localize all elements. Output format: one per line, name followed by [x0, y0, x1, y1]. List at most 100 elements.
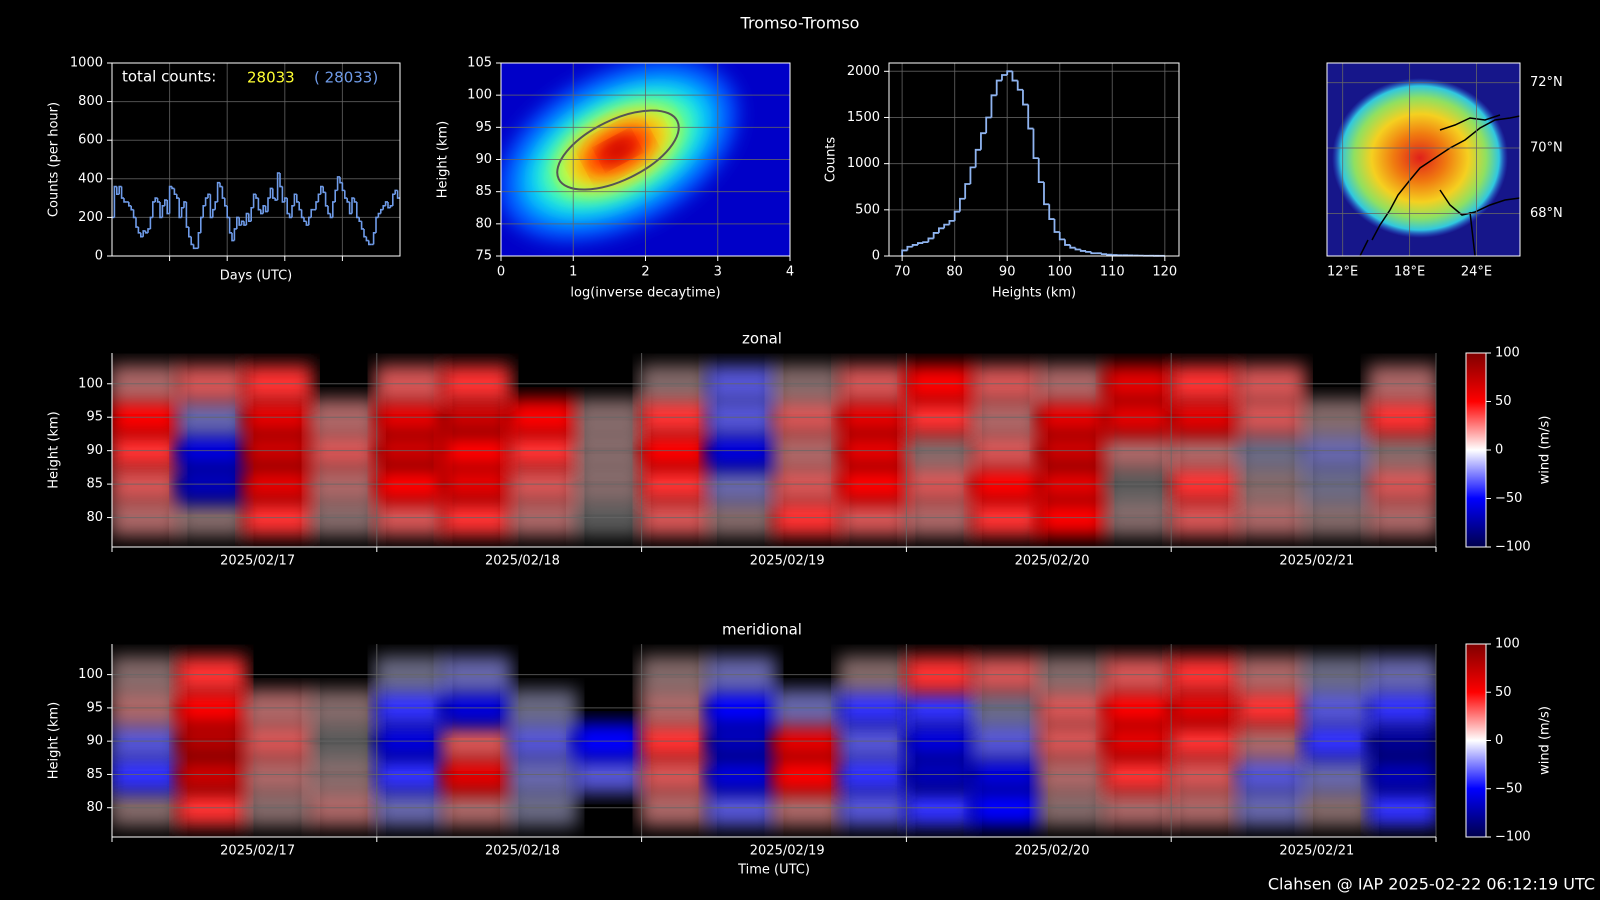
histogram-step	[906, 245, 913, 251]
count-step	[260, 209, 264, 215]
histogram-step	[980, 132, 987, 150]
total-paren: ( 28033)	[314, 69, 378, 87]
histogram-step	[1043, 182, 1050, 206]
y-axis-label: Counts	[824, 137, 839, 183]
count-step	[396, 190, 400, 199]
x-tick-label: 2025/02/19	[750, 554, 825, 569]
colorbar-tick-label: −100	[1495, 540, 1531, 555]
lon-label: 12°E	[1327, 265, 1358, 280]
count-step	[147, 228, 151, 233]
count-step	[262, 205, 266, 214]
y-tick-label: 0	[95, 249, 103, 264]
count-step	[341, 182, 345, 192]
histogram-step	[1001, 74, 1008, 81]
count-step	[365, 236, 369, 242]
count-step	[257, 198, 261, 211]
x-tick-label: 2025/02/20	[1015, 554, 1090, 569]
colorbar-tick-label: 50	[1495, 394, 1512, 409]
x-tick-label: 1	[569, 265, 577, 280]
count-step	[324, 192, 328, 207]
count-step	[137, 227, 141, 234]
histogram-step	[1069, 244, 1076, 249]
count-step	[356, 201, 360, 219]
x-tick-label: 80	[946, 265, 963, 280]
colorbar-label: wind (m/s)	[1538, 706, 1553, 775]
count-step	[219, 182, 223, 188]
lon-label: 24°E	[1461, 265, 1492, 280]
count-step	[272, 188, 276, 199]
count-step	[197, 232, 201, 249]
y-tick-label: 95	[475, 120, 492, 135]
y-tick-label: 400	[78, 171, 103, 186]
histogram-step	[1037, 158, 1044, 184]
colorbar-tick-label: −50	[1495, 781, 1522, 796]
x-tick-label: 2025/02/18	[485, 844, 560, 859]
x-tick-label: 2	[641, 265, 649, 280]
histogram-step	[1090, 251, 1097, 255]
histogram-step	[916, 242, 924, 245]
x-tick-label: 120	[1152, 265, 1177, 280]
count-step	[389, 205, 393, 208]
density-map	[501, 63, 790, 256]
panel-title: zonal	[742, 330, 782, 348]
axes-frame	[1326, 62, 1521, 257]
axes-frame	[111, 62, 401, 257]
histogram-step	[938, 227, 945, 233]
y-tick-label: 85	[86, 767, 103, 782]
count-step	[392, 193, 396, 206]
x-tick-label: 0	[497, 265, 505, 280]
footer: Clahsen @ IAP 2025-02-22 06:12:19 UTC	[1268, 875, 1595, 894]
count-step	[394, 189, 398, 195]
y-tick-label: 80	[86, 800, 103, 815]
y-tick-label: 100	[78, 376, 103, 391]
count-step	[132, 209, 136, 219]
count-step	[149, 216, 153, 229]
histogram-step	[1006, 70, 1013, 76]
histogram-step	[1058, 231, 1065, 241]
y-tick-label: 600	[78, 133, 103, 148]
y-tick-label: 85	[475, 184, 492, 199]
y-tick-label: 1500	[847, 110, 880, 125]
count-step	[327, 205, 331, 215]
x-axis-label: Time (UTC)	[737, 863, 810, 878]
count-step	[180, 206, 184, 218]
y-tick-label: 90	[475, 152, 492, 167]
count-step	[346, 198, 350, 203]
count-step	[168, 185, 172, 214]
histogram-step	[922, 241, 929, 244]
histogram-step	[1053, 219, 1060, 233]
count-step	[317, 193, 321, 202]
total-value: 28033	[247, 69, 295, 87]
y-tick-label: 75	[475, 249, 492, 264]
count-step	[310, 208, 314, 218]
histogram-step	[1048, 204, 1055, 220]
count-step	[332, 201, 336, 218]
count-step	[214, 201, 218, 210]
colorbar-tick-label: −100	[1495, 830, 1531, 845]
lat-label: 72°N	[1530, 75, 1563, 90]
y-tick-label: 0	[872, 249, 880, 264]
count-step	[380, 208, 384, 214]
colorbar-label: wind (m/s)	[1538, 416, 1553, 485]
histogram-step	[990, 94, 997, 118]
histogram-step	[995, 79, 1002, 96]
total-label: total counts:	[122, 68, 216, 86]
count-step	[152, 201, 156, 218]
y-tick-label: 90	[86, 734, 103, 749]
colorbar-tick-label: −50	[1495, 491, 1522, 506]
y-tick-label: 80	[475, 216, 492, 231]
x-tick-label: 2025/02/20	[1015, 844, 1090, 859]
colorbar-tick-label: 100	[1495, 346, 1520, 361]
count-step	[382, 205, 386, 210]
histogram-step	[969, 166, 976, 184]
count-step	[130, 205, 134, 211]
histogram-step	[948, 220, 955, 225]
histogram-step	[932, 232, 939, 239]
histogram-step	[964, 183, 971, 199]
x-axis-label: log(inverse decaytime)	[570, 286, 720, 301]
y-tick-label: 90	[86, 443, 103, 458]
y-tick-label: 1000	[847, 156, 880, 171]
count-step	[123, 198, 127, 203]
histogram-step	[959, 197, 966, 212]
histogram-step	[1074, 247, 1081, 251]
